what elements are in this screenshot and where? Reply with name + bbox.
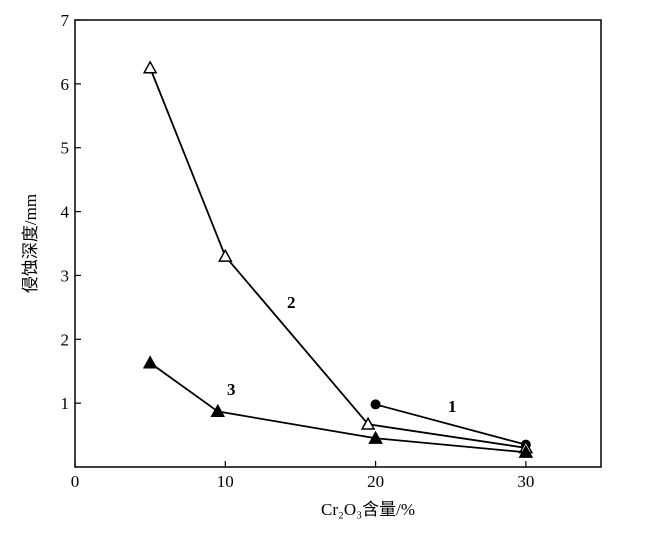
series-label: 1 <box>448 397 457 416</box>
x-tick-label: 0 <box>71 472 80 491</box>
y-tick-label: 6 <box>61 75 70 94</box>
plot-border <box>74 19 602 468</box>
y-axis-label: 侵蚀深度/mm <box>21 194 40 293</box>
y-tick-label: 1 <box>61 394 70 413</box>
y-tick-label: 7 <box>61 11 70 30</box>
series-line <box>375 403 527 446</box>
y-axis-ticks: 1 2 3 4 5 6 7 <box>61 11 81 413</box>
series-label: 2 <box>287 293 296 312</box>
x-tick-label: 20 <box>367 472 384 491</box>
y-tick-label: 5 <box>61 139 70 158</box>
data-point <box>210 403 226 417</box>
series-line <box>149 362 526 454</box>
data-point <box>360 416 376 430</box>
data-point <box>370 399 381 410</box>
series-line <box>149 67 526 449</box>
series-3: 3 <box>142 355 534 458</box>
data-point <box>142 60 158 74</box>
data-point <box>218 248 233 262</box>
x-tick-label: 30 <box>517 472 534 491</box>
x-axis-label: Cr₂O₃含量/% <box>321 500 415 519</box>
x-tick-label: 10 <box>217 472 234 491</box>
data-point <box>142 355 158 369</box>
y-tick-label: 2 <box>61 330 70 349</box>
y-tick-label: 3 <box>61 266 70 285</box>
series-1: 1 <box>370 397 531 450</box>
data-point <box>518 444 534 458</box>
series-2: 2 <box>142 60 534 454</box>
series-layer: 1 2 3 <box>142 60 534 458</box>
series-label: 3 <box>227 380 236 399</box>
y-tick-label: 4 <box>61 203 70 222</box>
x-axis-ticks: 0 10 20 30 <box>71 461 534 491</box>
plot-frame <box>74 19 602 468</box>
data-point <box>368 430 383 444</box>
